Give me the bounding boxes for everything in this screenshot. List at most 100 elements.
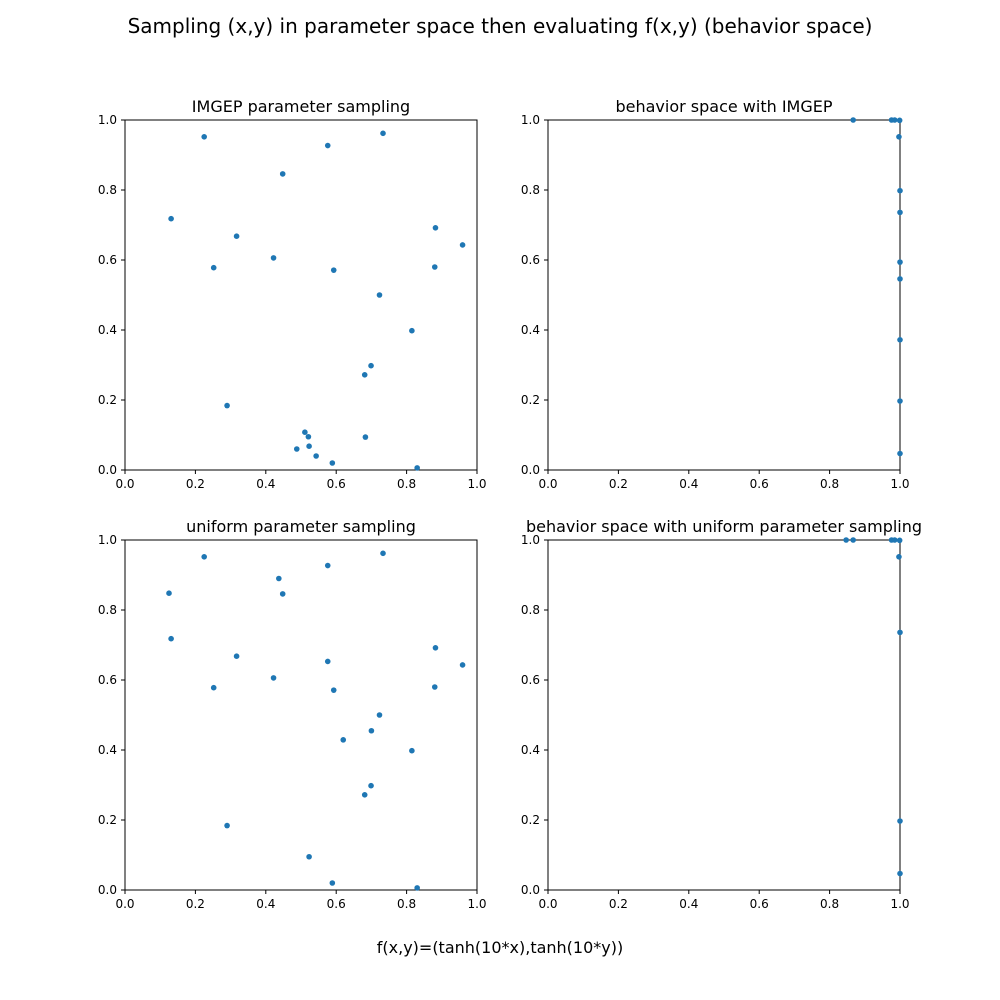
data-point <box>376 292 383 298</box>
data-point <box>896 117 903 124</box>
figure-title: Sampling (x,y) in parameter space then e… <box>127 14 873 38</box>
chart-panel-4: behavior space with uniform parameter sa… <box>521 517 922 911</box>
data-point <box>279 591 286 597</box>
y-tick-label: 0.0 <box>521 883 540 897</box>
data-point <box>459 242 466 248</box>
axes-frame <box>124 539 478 891</box>
data-point <box>362 434 369 440</box>
data-point <box>324 658 331 665</box>
x-tick-label: 0.0 <box>115 897 134 911</box>
x-tick-label: 0.4 <box>256 477 275 491</box>
data-point <box>850 537 856 543</box>
data-point <box>302 429 308 436</box>
y-tick-label: 0.2 <box>521 813 540 827</box>
y-tick-label: 0.0 <box>98 463 117 477</box>
x-tick-label: 0.4 <box>679 897 698 911</box>
chart-title: behavior space with uniform parameter sa… <box>526 517 922 536</box>
data-point <box>380 550 386 557</box>
data-point <box>459 662 466 668</box>
y-tick-label: 0.4 <box>98 323 117 337</box>
x-tick-label: 0.2 <box>609 897 628 911</box>
x-tick-label: 0.8 <box>820 477 839 491</box>
data-point <box>843 537 849 543</box>
x-tick-label: 0.6 <box>750 477 769 491</box>
data-point <box>329 880 336 886</box>
data-point <box>432 645 439 651</box>
data-point <box>414 885 420 891</box>
data-point <box>270 255 277 261</box>
data-point <box>293 446 300 452</box>
x-tick-label: 0.2 <box>186 897 205 911</box>
y-tick-label: 0.4 <box>521 323 540 337</box>
y-tick-label: 0.0 <box>521 463 540 477</box>
x-tick-label: 0.2 <box>609 477 628 491</box>
data-point <box>897 398 903 404</box>
data-point <box>368 727 375 734</box>
axes-frame <box>547 119 901 471</box>
data-point <box>897 209 903 216</box>
chart-panel-2: behavior space with IMGEP 0.0 0.2 0.4 0.6 0.8… <box>521 97 910 491</box>
x-tick-label: 0.6 <box>750 897 769 911</box>
data-point <box>329 460 336 466</box>
chart-panel-1: IMGEP parameter sampling 0.0 0.2 0.4 0.6 0.8 1… <box>98 97 487 491</box>
y-tick-label: 0.6 <box>98 253 117 267</box>
data-point <box>376 712 383 718</box>
chart-panel-3: uniform parameter sampling 0.0 0.2 0.4 0.6 0.… <box>98 517 487 911</box>
data-point <box>897 187 903 194</box>
x-tick-label: 1.0 <box>890 477 909 491</box>
data-point <box>897 629 903 636</box>
y-tick-label: 0.8 <box>521 603 540 617</box>
x-tick-label: 0.2 <box>186 477 205 491</box>
x-tick-label: 0.6 <box>327 477 346 491</box>
data-point <box>414 465 420 471</box>
data-point <box>168 635 174 642</box>
data-point <box>305 433 312 440</box>
y-tick-label: 0.6 <box>521 673 540 687</box>
y-tick-label: 1.0 <box>521 113 540 127</box>
x-tick-label: 0.8 <box>820 897 839 911</box>
y-tick-label: 0.0 <box>98 883 117 897</box>
x-tick-label: 1.0 <box>467 897 486 911</box>
x-tick-label: 0.4 <box>679 477 698 491</box>
y-tick-label: 0.2 <box>521 393 540 407</box>
data-point <box>891 117 898 123</box>
x-tick-label: 0.8 <box>397 477 416 491</box>
data-point <box>897 259 903 265</box>
x-tick-label: 1.0 <box>467 477 486 491</box>
data-point <box>897 337 903 343</box>
data-point <box>210 684 217 691</box>
data-point <box>166 590 172 596</box>
axes-frame <box>547 539 901 891</box>
y-tick-label: 0.8 <box>98 603 117 617</box>
data-point <box>224 822 230 829</box>
data-point <box>361 372 368 378</box>
x-tick-label: 0.8 <box>397 897 416 911</box>
data-point <box>368 782 374 789</box>
chart-title: behavior space with IMGEP <box>615 97 832 116</box>
x-tick-label: 1.0 <box>890 897 909 911</box>
y-tick-label: 0.2 <box>98 393 117 407</box>
x-tick-label: 0.0 <box>538 897 557 911</box>
data-point <box>897 870 903 877</box>
data-point <box>897 818 903 824</box>
data-point <box>380 130 386 137</box>
y-tick-label: 0.4 <box>521 743 540 757</box>
data-point <box>210 264 217 271</box>
chart-title: IMGEP parameter sampling <box>192 97 410 116</box>
y-tick-label: 0.2 <box>98 813 117 827</box>
data-point <box>276 575 282 582</box>
data-point <box>896 537 903 544</box>
figure-xlabel: f(x,y)=(tanh(10*x),tanh(10*y)) <box>376 938 624 957</box>
data-point <box>279 171 286 177</box>
data-point <box>313 453 319 459</box>
data-point <box>361 792 368 798</box>
data-point <box>324 142 331 149</box>
data-point <box>409 747 415 754</box>
y-tick-label: 0.8 <box>521 183 540 197</box>
x-tick-label: 0.6 <box>327 897 346 911</box>
y-tick-label: 1.0 <box>98 533 117 547</box>
x-tick-label: 0.0 <box>538 477 557 491</box>
data-point <box>324 562 331 569</box>
